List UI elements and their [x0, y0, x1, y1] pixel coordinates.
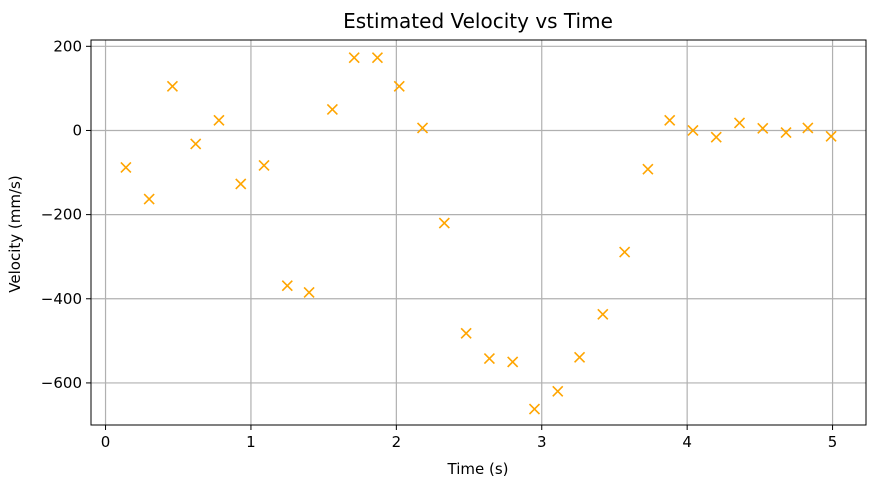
- y-tick-label: 200: [53, 37, 82, 55]
- data-point: [597, 308, 609, 320]
- plot-frame: [90, 39, 867, 426]
- data-point: [460, 327, 472, 339]
- data-points: [120, 52, 837, 415]
- y-axis-label: Velocity (mm/s): [6, 175, 24, 292]
- data-point: [552, 385, 564, 397]
- data-point: [528, 403, 541, 415]
- data-point: [642, 163, 654, 175]
- data-point: [416, 122, 429, 134]
- data-point: [235, 178, 247, 190]
- data-point: [120, 161, 132, 174]
- y-tick-label: −400: [41, 290, 82, 308]
- data-point: [825, 130, 837, 142]
- chart-title: Estimated Velocity vs Time: [343, 9, 613, 33]
- data-point: [802, 122, 814, 134]
- data-point: [483, 352, 495, 365]
- data-point: [281, 280, 293, 292]
- data-point: [190, 138, 202, 150]
- data-point: [143, 193, 155, 205]
- data-point: [687, 124, 699, 137]
- x-axis-ticks: 0 1 2 3 4 5: [101, 425, 838, 451]
- data-point: [348, 52, 360, 64]
- y-tick-label: −200: [41, 206, 82, 224]
- data-point: [710, 131, 722, 143]
- x-tick-label: 3: [537, 433, 547, 451]
- data-point: [733, 117, 746, 129]
- data-point: [780, 127, 792, 139]
- x-tick-label: 1: [246, 433, 256, 451]
- data-point: [664, 114, 676, 126]
- x-tick-label: 2: [392, 433, 402, 451]
- x-axis-label: Time (s): [447, 460, 509, 478]
- data-point: [573, 351, 586, 363]
- x-tick-label: 4: [682, 433, 692, 451]
- data-point: [303, 286, 315, 299]
- data-point: [166, 80, 178, 92]
- data-point: [326, 103, 338, 115]
- y-tick-label: 0: [72, 121, 82, 139]
- data-point: [438, 217, 450, 229]
- x-tick-label: 5: [828, 433, 838, 451]
- data-point: [393, 80, 405, 92]
- data-point: [371, 52, 384, 64]
- data-point: [507, 356, 519, 368]
- data-point: [258, 159, 270, 171]
- data-point: [213, 114, 225, 126]
- y-tick-label: −600: [41, 374, 82, 392]
- data-point: [757, 122, 769, 134]
- grid: [91, 40, 866, 425]
- y-axis-ticks: 200 0 −200 −400 −600: [41, 37, 91, 392]
- data-point: [619, 246, 631, 258]
- x-tick-label: 0: [101, 433, 111, 451]
